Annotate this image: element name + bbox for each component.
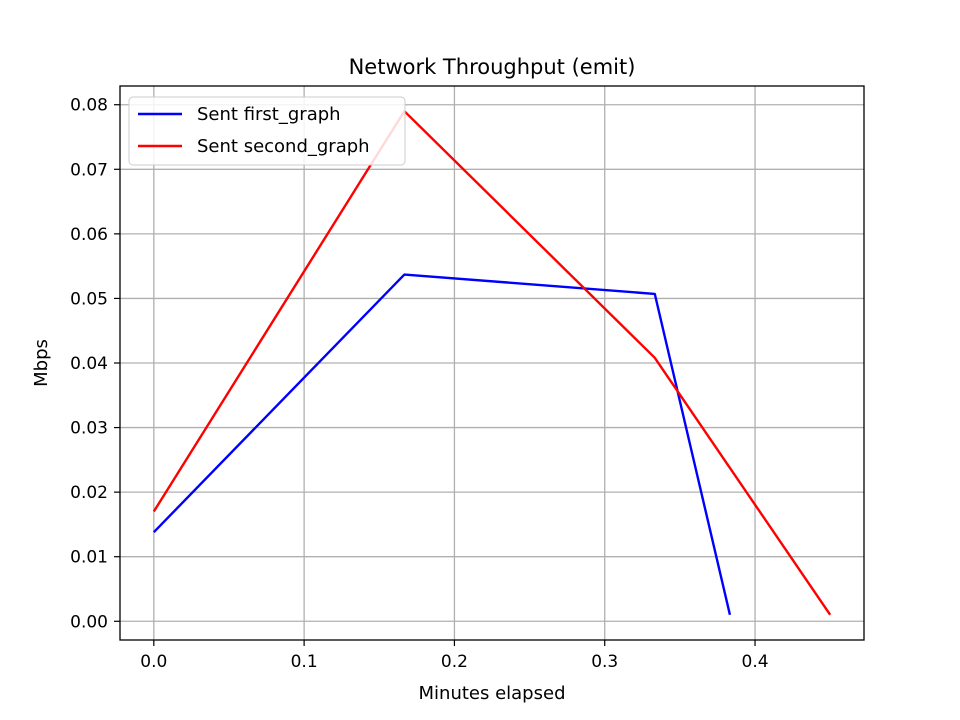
legend-label-second-graph: Sent second_graph — [197, 136, 370, 157]
legend-label-first-graph: Sent first_graph — [197, 104, 341, 125]
x-tick-label: 0.2 — [441, 652, 468, 672]
series-group — [152, 109, 832, 616]
x-axis-label: Minutes elapsed — [419, 683, 566, 704]
y-tick-label: 0.02 — [70, 483, 108, 503]
series-line-1 — [152, 273, 732, 616]
x-axis-ticks: 0.0 0.1 0.2 0.3 0.4 — [140, 640, 769, 672]
y-axis-label: Mbps — [31, 339, 52, 387]
x-tick-label: 0.4 — [742, 652, 769, 672]
y-tick-label: 0.08 — [70, 96, 108, 116]
legend: Sent first_graph Sent second_graph — [128, 96, 406, 166]
y-tick-label: 0.00 — [70, 612, 108, 632]
y-tick-label: 0.05 — [70, 289, 108, 309]
x-tick-label: 0.1 — [291, 652, 318, 672]
chart-title: Network Throughput (emit) — [349, 55, 636, 79]
grid — [120, 86, 864, 640]
y-axis-ticks: 0.00 0.01 0.02 0.03 0.04 0.05 0.06 0.07 0.08 — [70, 96, 120, 632]
y-tick-label: 0.07 — [70, 160, 108, 180]
series-line-2 — [152, 109, 832, 616]
y-tick-label: 0.06 — [70, 225, 108, 245]
y-tick-label: 0.04 — [70, 354, 108, 374]
y-tick-label: 0.03 — [70, 419, 108, 439]
x-tick-label: 0.3 — [591, 652, 618, 672]
legend-box — [128, 96, 406, 166]
y-tick-label: 0.01 — [70, 548, 108, 568]
x-tick-label: 0.0 — [140, 652, 167, 672]
